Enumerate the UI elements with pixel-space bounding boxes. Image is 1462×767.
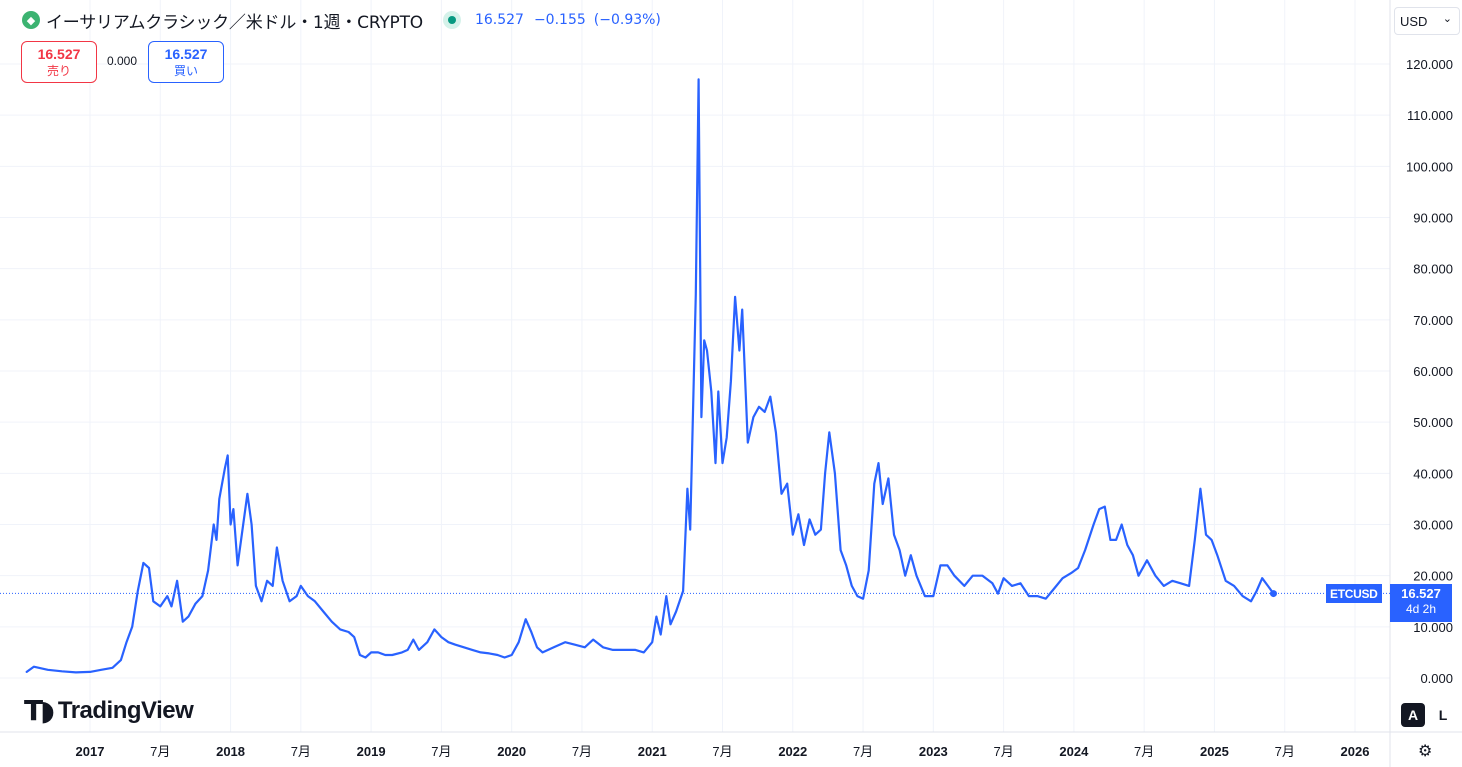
x-tick-label: 7月 [431, 744, 451, 759]
time-axis[interactable]: 2017 7月 2018 7月 2019 7月 2020 7月 2021 7月 2022 7月 2023… [76, 744, 1370, 759]
x-tick-label: 2020 [497, 744, 526, 759]
buy-button[interactable]: 16.527 買い [148, 41, 224, 83]
last-price-tag-value: 16.527 [1401, 586, 1441, 601]
tradingview-logo-text: TradingView [57, 696, 194, 724]
ethereum-classic-icon[interactable]: ◆ [22, 11, 40, 29]
bar-countdown: 4d 2h [1405, 602, 1437, 616]
buy-label: 買い [173, 64, 198, 78]
spread-value: 0.000 [107, 54, 138, 68]
sell-label: 売り [46, 64, 71, 78]
symbol-header: ◆ イーサリアムクラシック／米ドル・1週・CRYPTO 16.527 −0.15… [22, 8, 661, 33]
symbol-price-label: ETCUSD [1326, 584, 1382, 603]
x-tick-label: 2022 [778, 744, 807, 759]
y-tick-label: 0.000 [1420, 671, 1453, 686]
price-change: −0.155 [533, 12, 586, 28]
y-tick-label: 50.000 [1413, 415, 1453, 430]
y-tick-label: 20.000 [1413, 569, 1453, 584]
x-tick-label: 7月 [150, 744, 170, 759]
x-tick-label: 7月 [1134, 744, 1154, 759]
x-tick-label: 2023 [919, 744, 948, 759]
y-tick-label: 40.000 [1413, 466, 1453, 481]
buy-price: 16.527 [164, 46, 208, 62]
y-tick-label: 110.000 [1407, 108, 1453, 123]
x-tick-label: 7月 [572, 744, 592, 759]
x-tick-label: 2018 [216, 744, 245, 759]
last-price-value: 16.527 [474, 12, 524, 28]
x-tick-label: 2019 [357, 744, 386, 759]
log-scale-button[interactable]: L [1431, 703, 1455, 727]
tradingview-logo[interactable]: T◗ TradingView [24, 694, 194, 727]
x-tick-label: 7月 [993, 744, 1013, 759]
sell-price: 16.527 [37, 46, 81, 62]
x-tick-label: 7月 [1275, 744, 1295, 759]
auto-scale-button[interactable]: A [1401, 703, 1425, 727]
market-status-icon[interactable] [442, 11, 461, 29]
sell-button[interactable]: 16.527 売り [21, 41, 97, 83]
y-tick-label: 90.000 [1413, 211, 1453, 226]
price-axis[interactable]: 0.000 10.000 20.000 30.000 40.000 50.000 60.00… [1406, 57, 1453, 686]
y-tick-label: 80.000 [1413, 262, 1453, 277]
y-tick-label: 120.000 [1406, 57, 1453, 72]
y-tick-label: 60.000 [1413, 364, 1453, 379]
x-tick-label: 7月 [712, 744, 732, 759]
x-tick-label: 7月 [853, 744, 873, 759]
symbol-title[interactable]: イーサリアムクラシック／米ドル・1週・CRYPTO [46, 12, 423, 33]
tradingview-logo-icon: T◗ [24, 694, 55, 727]
chart-grid [0, 0, 1390, 732]
last-price-marker [1269, 590, 1277, 598]
x-tick-label: 2017 [76, 744, 105, 759]
x-tick-label: 2024 [1059, 744, 1089, 759]
x-tick-label: 2025 [1200, 744, 1229, 759]
x-tick-label: 2021 [638, 744, 667, 759]
price-change-percent: (−0.93%) [593, 12, 661, 28]
y-tick-label: 30.000 [1413, 518, 1453, 533]
x-tick-label: 7月 [291, 744, 311, 759]
price-series-line [25, 78, 1275, 674]
currency-select[interactable]: USD ⌄ [1394, 7, 1460, 35]
y-tick-label: 100.000 [1406, 159, 1453, 174]
chevron-down-icon: ⌄ [1442, 12, 1452, 25]
last-price-tag: 16.527 4d 2h [1390, 584, 1452, 622]
y-tick-label: 70.000 [1413, 313, 1453, 328]
currency-value: USD [1400, 14, 1428, 29]
settings-gear-icon[interactable]: ⚙ [1418, 741, 1433, 760]
y-tick-label: 10.000 [1413, 620, 1453, 635]
x-tick-label: 2026 [1341, 744, 1370, 759]
